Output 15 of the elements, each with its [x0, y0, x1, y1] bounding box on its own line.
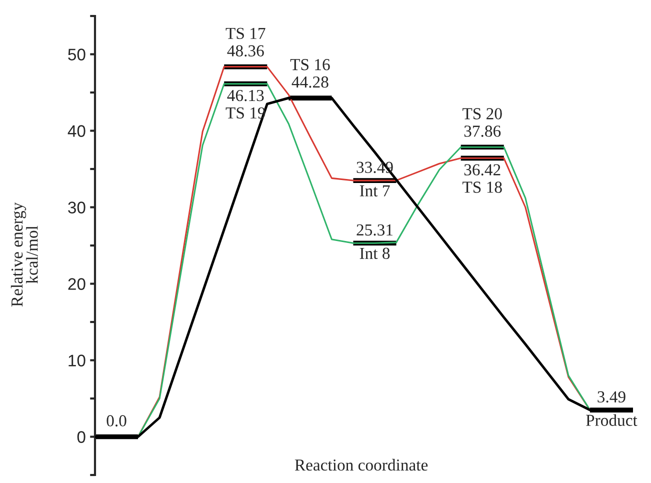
data-label: 3.49 Product [586, 391, 638, 426]
data-label: TS 16 44.28 [290, 59, 330, 88]
y-tick-label: 20 [68, 278, 86, 290]
data-label: 0.0 [106, 415, 126, 426]
y-tick-label: 40 [68, 125, 86, 137]
data-label: TS 20 37.86 [462, 108, 502, 137]
y-axis-title: Relative energy kcal/mol [10, 202, 38, 307]
data-label: 25.31 Int 8 [356, 224, 393, 260]
x-axis-title: Reaction coordinate [294, 458, 428, 471]
y-tick-label: 50 [68, 48, 86, 60]
data-label: TS 17 48.36 [226, 28, 266, 57]
y-tick-label: 10 [68, 354, 86, 366]
y-tick-label: 30 [68, 202, 86, 214]
y-tick-label: 0 [77, 431, 86, 443]
data-label: 36.42 TS 18 [462, 164, 502, 193]
